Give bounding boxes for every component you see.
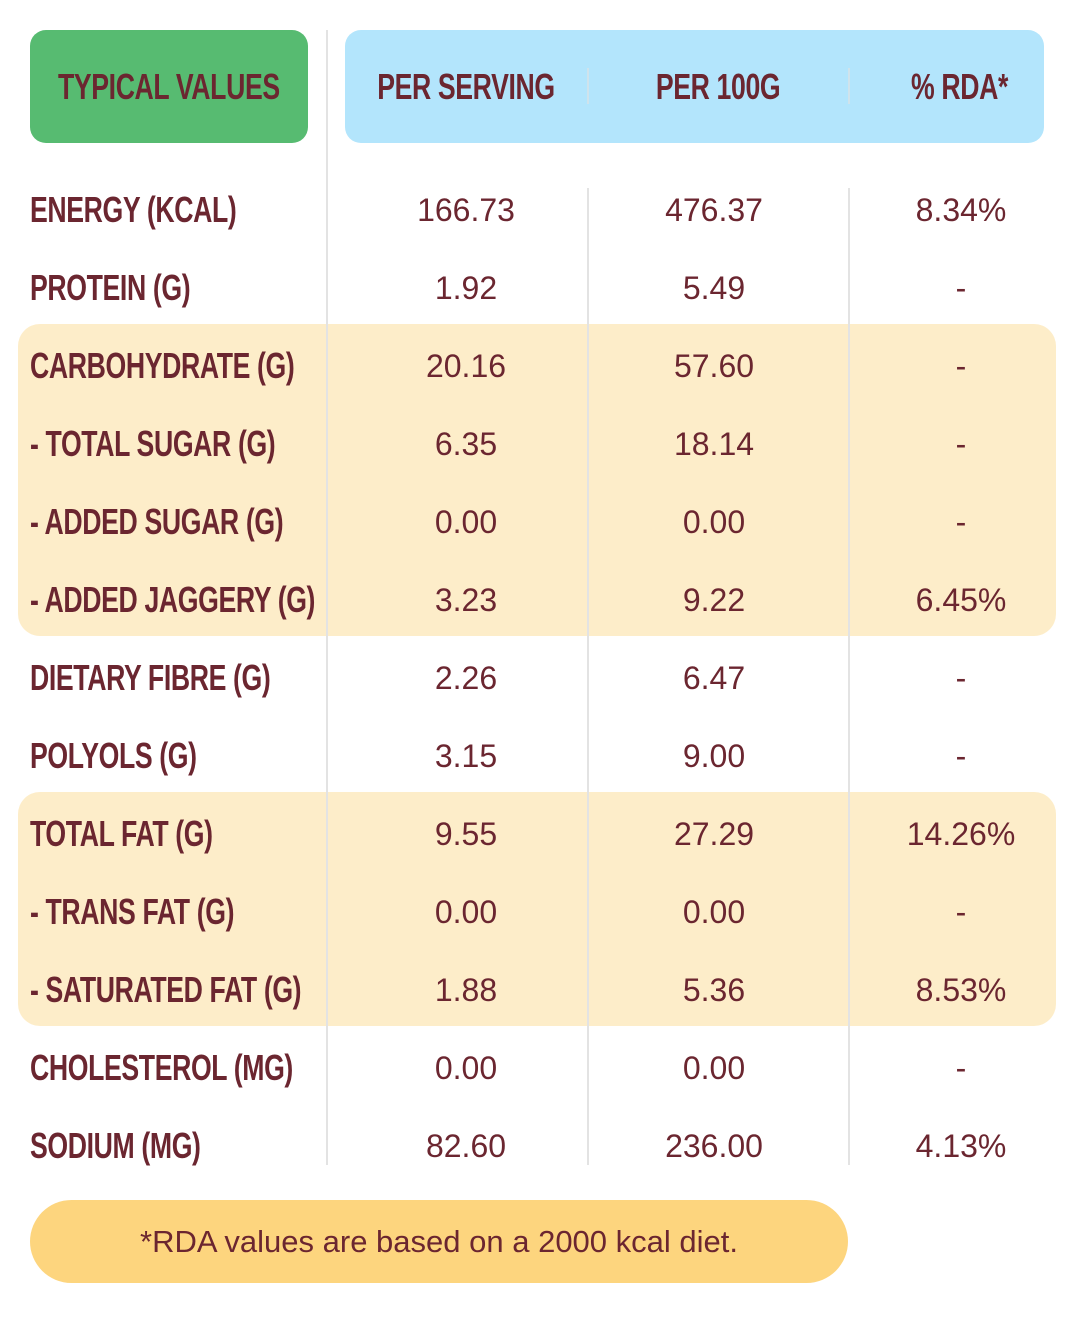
per-100g-value: 5.49 bbox=[682, 269, 746, 306]
header-divider bbox=[848, 68, 850, 104]
table-row: TOTAL FAT (G) 9.55 27.29 14.26% bbox=[0, 795, 1074, 873]
per-serving-header: PER SERVING bbox=[345, 30, 587, 143]
per-100g-label: PER 100G bbox=[656, 65, 781, 107]
nutrient-label: - ADDED JAGGERY (G) bbox=[30, 579, 316, 620]
per-serving-value: 9.55 bbox=[434, 815, 498, 852]
rda-value: - bbox=[955, 269, 967, 306]
nutrient-label: CHOLESTEROL (MG) bbox=[30, 1047, 293, 1088]
rda-value: - bbox=[955, 425, 967, 462]
fat-group-highlight bbox=[18, 792, 1056, 1026]
per-serving-value: 1.92 bbox=[434, 269, 498, 306]
per-100g-value: 476.37 bbox=[665, 191, 763, 228]
rda-value: - bbox=[955, 1049, 967, 1086]
rda-value: 14.26% bbox=[906, 815, 1016, 852]
rda-value: 8.34% bbox=[915, 191, 1007, 228]
table-row: POLYOLS (G) 3.15 9.00 - bbox=[0, 717, 1074, 795]
rda-value: 6.45% bbox=[915, 581, 1007, 618]
nutrient-label-cell: CARBOHYDRATE (G) bbox=[30, 327, 387, 405]
nutrient-label: DIETARY FIBRE (G) bbox=[30, 657, 271, 698]
rda-value: 4.13% bbox=[915, 1127, 1007, 1164]
table-row: DIETARY FIBRE (G) 2.26 6.47 - bbox=[0, 639, 1074, 717]
rda-value: - bbox=[955, 893, 967, 930]
per-100g-value: 0.00 bbox=[682, 893, 746, 930]
nutrient-label-cell: - ADDED JAGGERY (G) bbox=[30, 561, 415, 639]
per-serving-value: 20.16 bbox=[425, 347, 507, 384]
per-serving-value: 0.00 bbox=[434, 893, 498, 930]
nutrient-label: - SATURATED FAT (G) bbox=[30, 969, 302, 1010]
nutrient-label-cell: - TOTAL SUGAR (G) bbox=[30, 405, 361, 483]
per-100g-value: 18.14 bbox=[673, 425, 755, 462]
per-serving-value: 166.73 bbox=[417, 191, 515, 228]
per-100g-value: 9.22 bbox=[682, 581, 746, 618]
nutrient-label: - TRANS FAT (G) bbox=[30, 891, 235, 932]
nutrient-label-cell: PROTEIN (G) bbox=[30, 249, 247, 327]
typical-values-header: TYPICAL VALUES bbox=[30, 30, 308, 143]
per-serving-value: 3.15 bbox=[434, 737, 498, 774]
nutrient-label-cell: SODIUM (MG) bbox=[30, 1107, 260, 1185]
rda-value: - bbox=[955, 503, 967, 540]
column-divider-label bbox=[326, 30, 328, 1165]
per-serving-value: 0.00 bbox=[434, 503, 498, 540]
per-serving-value: 3.23 bbox=[434, 581, 498, 618]
nutrient-label-cell: - SATURATED FAT (G) bbox=[30, 951, 396, 1029]
table-row: - TOTAL SUGAR (G) 6.35 18.14 - bbox=[0, 405, 1074, 483]
nutrient-label: - ADDED SUGAR (G) bbox=[30, 501, 284, 542]
rda-header: % RDA* bbox=[850, 30, 1070, 143]
nutrient-label: ENERGY (KCAL) bbox=[30, 189, 237, 230]
nutrient-label-cell: DIETARY FIBRE (G) bbox=[30, 639, 355, 717]
per-100g-value: 57.60 bbox=[673, 347, 755, 384]
nutrient-label-cell: ENERGY (KCAL) bbox=[30, 171, 309, 249]
table-row: CHOLESTEROL (MG) 0.00 0.00 - bbox=[0, 1029, 1074, 1107]
per-serving-label: PER SERVING bbox=[377, 65, 555, 107]
nutrient-label-cell: TOTAL FAT (G) bbox=[30, 795, 277, 873]
per-100g-value: 27.29 bbox=[673, 815, 755, 852]
nutrient-label: TOTAL FAT (G) bbox=[30, 813, 213, 854]
per-100g-value: 9.00 bbox=[682, 737, 746, 774]
per-100g-value: 236.00 bbox=[665, 1127, 763, 1164]
per-serving-value: 82.60 bbox=[425, 1127, 507, 1164]
rda-value: - bbox=[955, 737, 967, 774]
nutrient-label-cell: CHOLESTEROL (MG) bbox=[30, 1029, 385, 1107]
values-header: PER SERVING PER 100G % RDA* bbox=[345, 30, 1044, 143]
table-row: - TRANS FAT (G) 0.00 0.00 - bbox=[0, 873, 1074, 951]
nutrient-label-cell: POLYOLS (G) bbox=[30, 717, 255, 795]
column-divider-100g bbox=[848, 188, 850, 1165]
per-100g-value: 0.00 bbox=[682, 1049, 746, 1086]
per-100g-value: 5.36 bbox=[682, 971, 746, 1008]
nutrient-label: PROTEIN (G) bbox=[30, 267, 191, 308]
rda-value: - bbox=[955, 659, 967, 696]
typical-values-label: TYPICAL VALUES bbox=[58, 65, 280, 107]
table-row: - ADDED SUGAR (G) 0.00 0.00 - bbox=[0, 483, 1074, 561]
column-divider-serving bbox=[587, 188, 589, 1165]
header-divider bbox=[587, 68, 589, 104]
nutrient-label-cell: - ADDED SUGAR (G) bbox=[30, 483, 372, 561]
table-row: - ADDED JAGGERY (G) 3.23 9.22 6.45% bbox=[0, 561, 1074, 639]
per-serving-value: 1.88 bbox=[434, 971, 498, 1008]
per-serving-value: 0.00 bbox=[434, 1049, 498, 1086]
rda-label: % RDA* bbox=[911, 65, 1009, 107]
per-100g-value: 0.00 bbox=[682, 503, 746, 540]
table-row: SODIUM (MG) 82.60 236.00 4.13% bbox=[0, 1107, 1074, 1185]
table-row: - SATURATED FAT (G) 1.88 5.36 8.53% bbox=[0, 951, 1074, 1029]
rda-value: 8.53% bbox=[915, 971, 1007, 1008]
table-row: CARBOHYDRATE (G) 20.16 57.60 - bbox=[0, 327, 1074, 405]
per-100g-value: 6.47 bbox=[682, 659, 746, 696]
per-serving-value: 6.35 bbox=[434, 425, 498, 462]
rda-footnote: *RDA values are based on a 2000 kcal die… bbox=[30, 1200, 848, 1283]
nutrient-label: SODIUM (MG) bbox=[30, 1125, 201, 1166]
carbohydrate-group-highlight bbox=[18, 324, 1056, 636]
nutrient-label-cell: - TRANS FAT (G) bbox=[30, 873, 306, 951]
nutrient-label: - TOTAL SUGAR (G) bbox=[30, 423, 276, 464]
table-row: ENERGY (KCAL) 166.73 476.37 8.34% bbox=[0, 171, 1074, 249]
per-100g-header: PER 100G bbox=[589, 30, 848, 143]
table-row: PROTEIN (G) 1.92 5.49 - bbox=[0, 249, 1074, 327]
rda-value: - bbox=[955, 347, 967, 384]
per-serving-value: 2.26 bbox=[434, 659, 498, 696]
nutrient-label: CARBOHYDRATE (G) bbox=[30, 345, 295, 386]
nutrient-label: POLYOLS (G) bbox=[30, 735, 197, 776]
